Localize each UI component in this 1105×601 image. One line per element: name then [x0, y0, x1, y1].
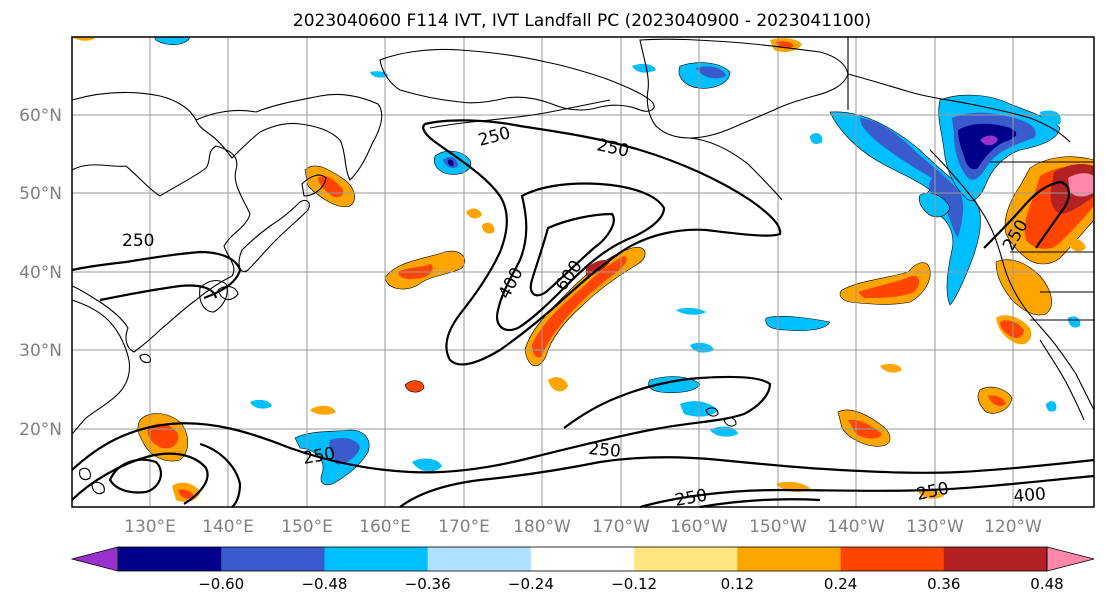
colorbar-tick-label: −0.60 [198, 575, 244, 593]
longitude-label: 140°E [202, 517, 254, 537]
longitude-label: 160°E [359, 517, 411, 537]
map-panel: 250 250 250 250 250 250 250 250 400 400 … [71, 36, 1095, 511]
colorbar-bin [324, 547, 429, 571]
longitude-label: 170°E [438, 517, 490, 537]
colorbar-ticks: −0.60 −0.48 −0.36 −0.24 −0.12 0.12 0.24 0.36 0.4… [198, 575, 1063, 593]
ivt-contours [71, 119, 1095, 509]
colorbar-bin [840, 547, 945, 571]
latitude-label: 60°N [19, 106, 62, 126]
colorbar-bin [118, 547, 222, 571]
colorbar-tick-label: −0.12 [611, 575, 657, 593]
colorbar-bin [530, 547, 635, 571]
map-frame [71, 36, 1095, 508]
latitude-label: 40°N [19, 263, 62, 283]
colorbar-tick-label: −0.36 [405, 575, 451, 593]
longitude-label: 150°E [281, 517, 333, 537]
longitude-label: 180°W [513, 517, 571, 537]
colorbar: −0.60 −0.48 −0.36 −0.24 −0.12 0.12 0.24 0.36 0.4… [70, 546, 1095, 593]
pc-shading [72, 36, 1095, 502]
colorbar-segments [70, 546, 1095, 572]
latitude-axis: 20°N 30°N 40°N 50°N 60°N [19, 106, 62, 440]
latitude-label: 20°N [19, 420, 62, 440]
contour-label: 250 [588, 439, 622, 462]
longitude-label: 130°E [124, 517, 176, 537]
contour-label: 400 [1013, 484, 1047, 507]
colorbar-frame [117, 546, 1048, 572]
colorbar-bin [634, 547, 738, 571]
longitude-label: 170°W [592, 517, 650, 537]
colorbar-extend-low [70, 546, 119, 572]
colorbar-extend-high [1046, 546, 1095, 572]
coastlines [71, 37, 1095, 495]
colorbar-bin [221, 547, 325, 571]
latitude-label: 50°N [19, 184, 62, 204]
colorbar-tick-label: −0.48 [301, 575, 347, 593]
colorbar-bin [737, 547, 842, 571]
graticule [72, 37, 1094, 507]
longitude-label: 140°W [827, 517, 885, 537]
colorbar-tick-label: −0.24 [508, 575, 554, 593]
contour-label: 250 [122, 231, 154, 251]
longitude-label: 150°W [749, 517, 807, 537]
figure-title: 2023040600 F114 IVT, IVT Landfall PC (20… [293, 11, 871, 31]
longitude-label: 120°W [984, 517, 1042, 537]
colorbar-tick-label: 0.48 [1030, 575, 1063, 593]
latitude-label: 30°N [19, 341, 62, 361]
longitude-label: 130°W [906, 517, 964, 537]
longitude-label: 160°W [670, 517, 728, 537]
colorbar-tick-label: 0.24 [824, 575, 857, 593]
colorbar-bin [943, 547, 1048, 571]
colorbar-tick-label: 0.12 [721, 575, 754, 593]
colorbar-tick-label: 0.36 [927, 575, 960, 593]
colorbar-bin [427, 547, 532, 571]
longitude-axis: 130°E 140°E 150°E 160°E 170°E 180°W 170°… [124, 517, 1042, 537]
